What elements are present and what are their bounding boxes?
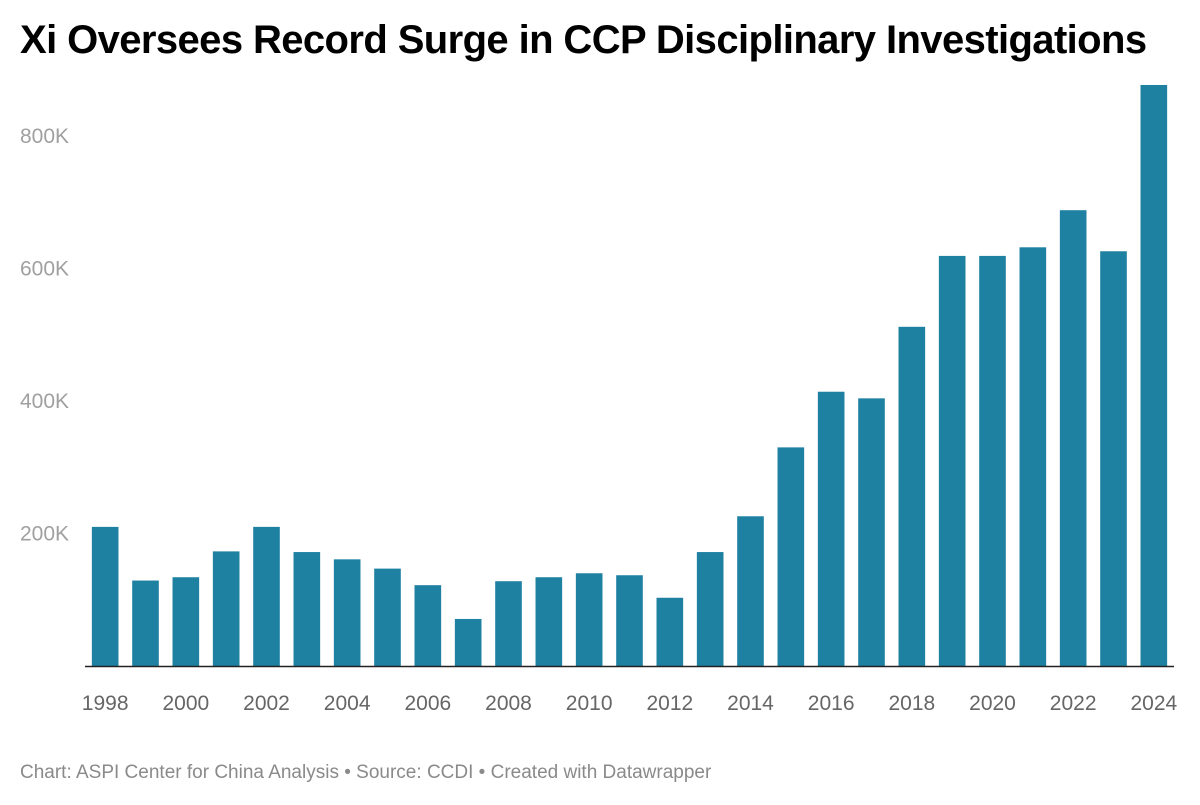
bar-2004 — [333, 559, 361, 666]
footer-chart-org: ASPI Center for China Analysis — [75, 762, 339, 783]
bar-2022 — [1059, 210, 1087, 666]
x-tick-label: 2002 — [243, 692, 290, 715]
footer-separator: • — [478, 762, 486, 783]
x-tick-label: 2018 — [888, 692, 935, 715]
footer-source-label: Source: — [356, 762, 422, 783]
bar-2024 — [1140, 84, 1168, 667]
y-axis-ticks: 200K 400K 600K 800K — [20, 125, 69, 546]
x-tick-label: 2016 — [808, 692, 855, 715]
bar-2011 — [616, 575, 643, 666]
y-tick-label: 600K — [20, 258, 69, 281]
x-tick-label: 2010 — [566, 692, 613, 715]
bar-1998 — [91, 526, 119, 667]
x-tick-label: 2022 — [1050, 692, 1097, 715]
bar-2007 — [454, 618, 482, 666]
bar-2009 — [535, 577, 563, 666]
y-tick-label: 800K — [20, 125, 69, 148]
bar-2012 — [656, 597, 684, 666]
x-tick-label: 2024 — [1130, 692, 1177, 715]
x-axis-ticks: 1998 2000 2002 2004 2006 2008 2010 2012 2014 2016… — [82, 692, 1178, 715]
x-tick-label: 2008 — [485, 692, 532, 715]
bar-2017 — [858, 398, 885, 666]
bar-1999 — [132, 580, 159, 666]
bar-2008 — [495, 581, 522, 666]
x-tick-label: 2000 — [162, 692, 209, 715]
x-tick-label: 2006 — [404, 692, 451, 715]
bar-2015 — [777, 447, 805, 667]
x-tick-label: 2012 — [646, 692, 693, 715]
x-tick-label: 2014 — [727, 692, 774, 715]
bar-2005 — [374, 568, 401, 666]
y-tick-label: 200K — [20, 523, 69, 546]
bar-2021 — [1019, 247, 1047, 667]
x-tick-label: 2004 — [324, 692, 371, 715]
bar-2000 — [172, 577, 200, 666]
y-tick-label: 400K — [20, 390, 69, 413]
footer-chart-label: Chart: — [20, 762, 72, 783]
bar-2010 — [575, 573, 603, 666]
x-tick-label: 1998 — [82, 692, 129, 715]
chart-title: Xi Oversees Record Surge in CCP Discipli… — [20, 18, 1147, 62]
bar-2023 — [1100, 251, 1127, 666]
chart-footer: Chart: ASPI Center for China Analysis • … — [20, 762, 711, 784]
bar-2014 — [737, 516, 764, 666]
bar-2002 — [253, 526, 280, 667]
footer-separator: • — [344, 762, 351, 783]
bar-2020 — [979, 255, 1006, 666]
bar-2016 — [817, 391, 845, 666]
bar-2013 — [696, 552, 724, 666]
bar-2006 — [414, 585, 442, 666]
footer-created-with: Created with Datawrapper — [490, 762, 712, 783]
bar-2001 — [212, 551, 240, 666]
x-tick-label: 2020 — [969, 692, 1016, 715]
bar-series — [91, 84, 1168, 667]
bar-2018 — [898, 326, 926, 666]
bar-2019 — [938, 255, 966, 666]
footer-source-org: CCDI — [426, 762, 474, 783]
bar-2003 — [293, 552, 321, 666]
